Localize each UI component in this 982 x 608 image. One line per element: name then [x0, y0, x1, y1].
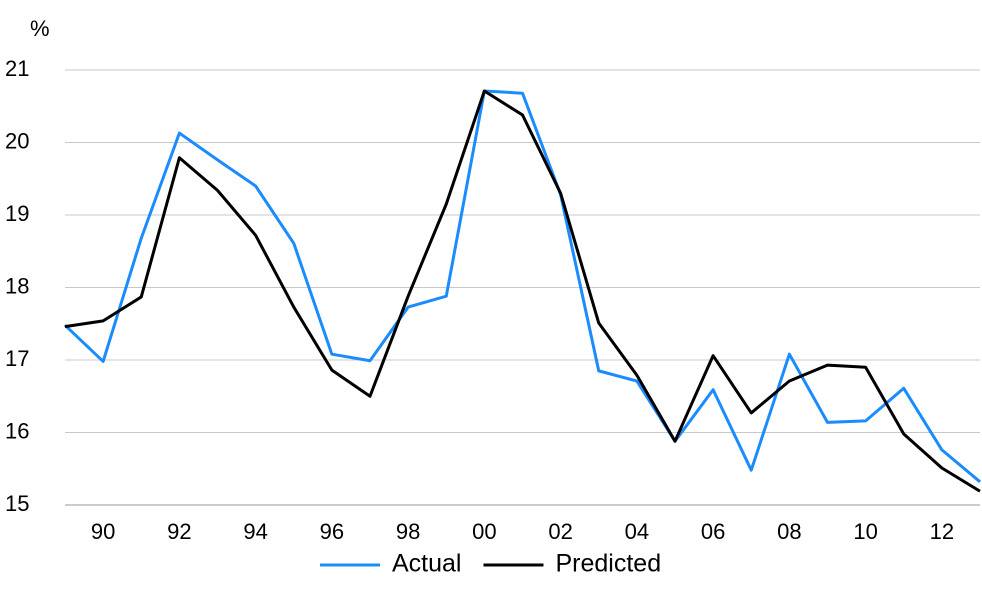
- x-tick-label: 94: [243, 519, 267, 544]
- x-tick-label: 08: [777, 519, 801, 544]
- x-tick-label: 04: [625, 519, 649, 544]
- y-tick-label: 20: [5, 128, 29, 153]
- y-axis-label: %: [30, 16, 50, 41]
- y-tick-label: 21: [5, 56, 29, 81]
- x-tick-label: 98: [396, 519, 420, 544]
- y-tick-label: 15: [5, 491, 29, 516]
- y-tick-label: 18: [5, 273, 29, 298]
- x-tick-label: 10: [853, 519, 877, 544]
- line-series: [64, 89, 981, 493]
- x-tick-label: 00: [472, 519, 496, 544]
- x-tick-label: 12: [930, 519, 954, 544]
- legend-label: Predicted: [555, 550, 661, 578]
- x-tick-label: 96: [320, 519, 344, 544]
- y-tick-label: 17: [5, 346, 29, 371]
- x-tick-label: 90: [91, 519, 115, 544]
- y-tick-label: 19: [5, 201, 29, 226]
- y-tick-label: 16: [5, 418, 29, 443]
- line-series: [63, 89, 981, 483]
- legend-label: Actual: [392, 550, 461, 578]
- x-tick-label: 92: [167, 519, 191, 544]
- x-tick-label: 02: [548, 519, 572, 544]
- x-tick-label: 06: [701, 519, 725, 544]
